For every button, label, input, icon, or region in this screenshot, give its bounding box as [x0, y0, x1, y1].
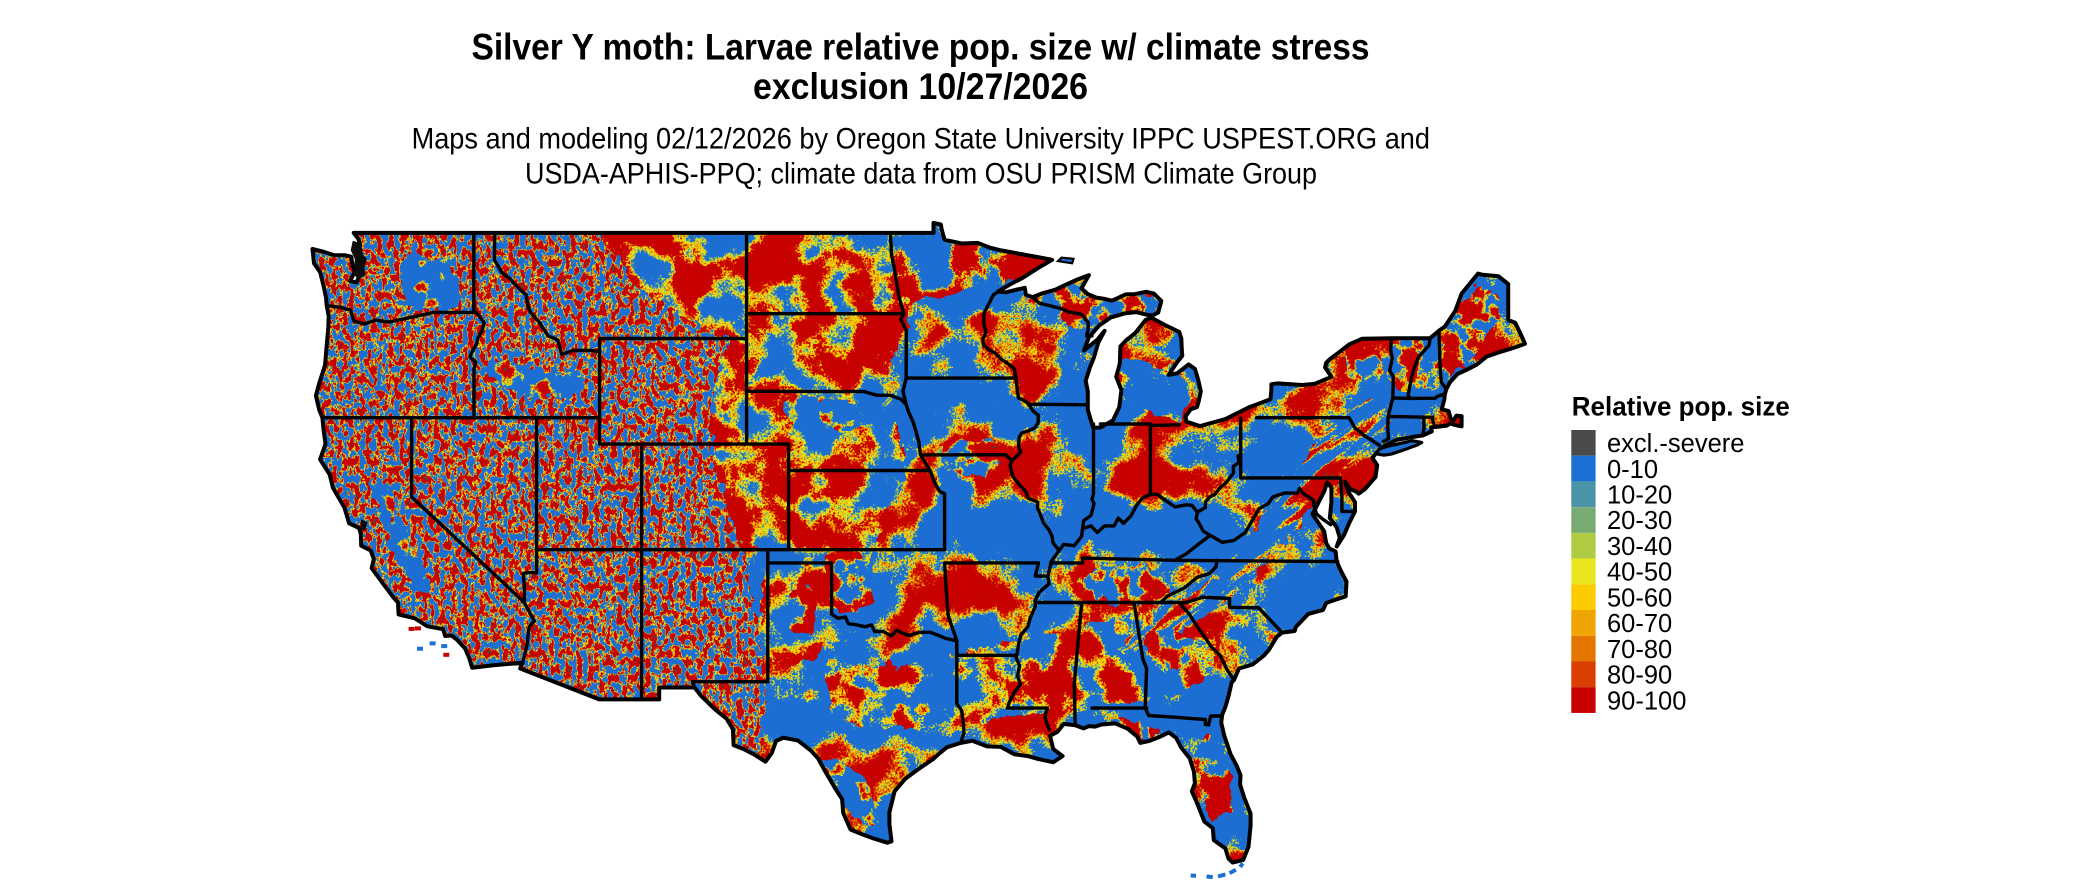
svg-text:80-90: 80-90 [1607, 662, 1672, 690]
svg-text:10-20: 10-20 [1607, 482, 1672, 510]
svg-text:50-60: 50-60 [1607, 584, 1672, 612]
svg-text:Relative pop. size: Relative pop. size [1572, 391, 1790, 421]
svg-text:exclusion 10/27/2026: exclusion 10/27/2026 [753, 65, 1088, 107]
svg-text:Maps and modeling 02/12/2026 b: Maps and modeling 02/12/2026 by Oregon S… [412, 122, 1430, 155]
svg-text:60-70: 60-70 [1607, 610, 1672, 638]
svg-text:70-80: 70-80 [1607, 636, 1672, 664]
svg-text:Silver Y moth: Larvae relative: Silver Y moth: Larvae relative pop. size… [472, 26, 1370, 68]
svg-text:30-40: 30-40 [1607, 533, 1672, 561]
svg-text:excl.-severe: excl.-severe [1607, 430, 1744, 458]
svg-text:0-10: 0-10 [1607, 456, 1658, 484]
svg-text:20-30: 20-30 [1607, 507, 1672, 535]
svg-text:USDA-APHIS-PPQ; climate data f: USDA-APHIS-PPQ; climate data from OSU PR… [525, 158, 1317, 191]
svg-text:90-100: 90-100 [1607, 687, 1686, 715]
svg-text:40-50: 40-50 [1607, 559, 1672, 587]
